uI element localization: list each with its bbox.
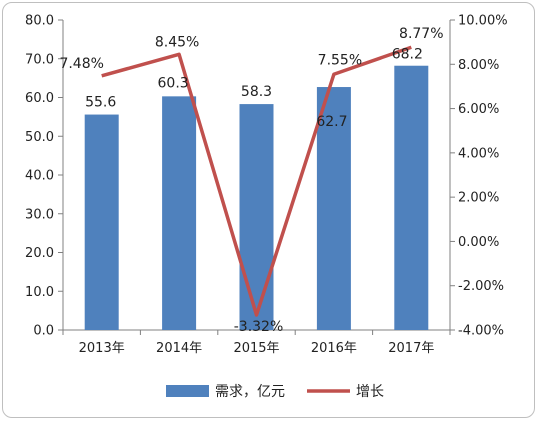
- left-tick-label: 0.0: [33, 324, 54, 339]
- right-tick-label: 8.00%: [458, 58, 499, 73]
- left-tick-label: 50.0: [25, 130, 54, 145]
- x-tick-label: 2016年: [311, 341, 357, 356]
- right-tick-label: 6.00%: [458, 102, 499, 117]
- bar: [239, 104, 274, 331]
- bar-value-label: 60.3: [158, 75, 189, 91]
- x-tick-label: 2017年: [388, 341, 434, 356]
- line-value-label: 7.48%: [59, 56, 103, 72]
- axes: 0.0 10.0 20.0 30.0 40.0 50.0 60.0 70.0 80.0 -4.00…: [25, 14, 508, 357]
- data-labels: 55.6 60.3 58.3 62.7 68.2 7.48% 8.45% -3.32% 7.55…: [59, 26, 443, 335]
- right-tick-label: 0.00%: [458, 235, 499, 250]
- legend: 需求，亿元 增长: [166, 384, 384, 400]
- bar-value-label: 58.3: [241, 84, 272, 100]
- bar: [394, 65, 429, 330]
- right-tick-label: 4.00%: [458, 146, 499, 161]
- x-tick-label: 2015年: [233, 341, 279, 356]
- line-value-label: 8.77%: [399, 26, 443, 42]
- bar: [162, 96, 197, 331]
- bar: [84, 114, 119, 330]
- bar: [316, 87, 351, 330]
- left-tick-label: 20.0: [25, 246, 54, 261]
- x-tick-label: 2014年: [156, 341, 202, 356]
- line-value-label: 7.55%: [318, 52, 362, 68]
- right-tick-label: 10.00%: [458, 14, 508, 29]
- line-value-label: 8.45%: [155, 34, 199, 50]
- bar-value-label: 62.7: [316, 114, 347, 130]
- left-tick-label: 60.0: [25, 91, 54, 106]
- left-tick-label: 80.0: [25, 14, 54, 29]
- growth-line: [101, 45, 412, 317]
- right-tick-label: -2.00%: [458, 279, 504, 294]
- right-tick-label: 2.00%: [458, 191, 499, 206]
- x-tick-label: 2013年: [79, 341, 125, 356]
- bar-series: [84, 65, 429, 331]
- bar-value-label: 55.6: [85, 95, 116, 111]
- left-tick-label: 10.0: [25, 285, 54, 300]
- left-tick-label: 30.0: [25, 207, 54, 222]
- right-tick-label: -4.00%: [458, 324, 504, 339]
- legend-label-line: 增长: [356, 384, 384, 400]
- legend-swatch-bar: [166, 385, 209, 397]
- left-tick-label: 40.0: [25, 169, 54, 184]
- left-tick-label: 70.0: [25, 52, 54, 67]
- legend-label-bar: 需求，亿元: [215, 384, 285, 400]
- line-value-label: -3.32%: [234, 319, 284, 335]
- line-series: [101, 45, 412, 317]
- bar-value-label: 68.2: [392, 47, 423, 63]
